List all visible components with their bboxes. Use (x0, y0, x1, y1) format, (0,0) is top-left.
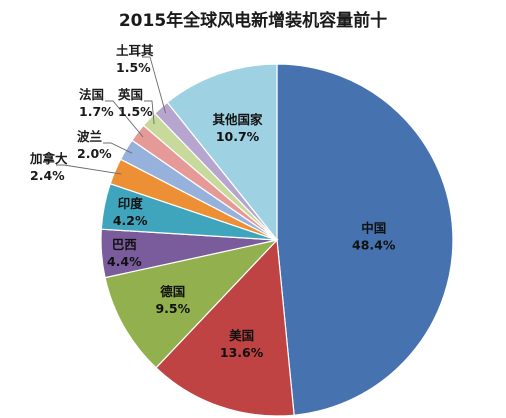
pie-slices (100, 63, 454, 417)
slice-label: 中国 48.4% (352, 220, 396, 252)
slice-label: 其他国家 10.7% (212, 112, 263, 144)
slice-label: 法国 1.7% (79, 87, 114, 119)
leader-line (105, 100, 144, 138)
leader-line (144, 100, 155, 125)
pie-slice (276, 63, 454, 416)
slice-label: 加拿大 2.4% (29, 151, 68, 183)
slice-labels: 中国 48.4% 美国 13.6% 德国 9.5% 巴西 4.4% 印度 4.2% 加拿大 2.4% 波… (29, 43, 396, 360)
slice-label: 巴西 4.4% (107, 237, 142, 269)
slice-label: 德国 9.5% (155, 284, 190, 316)
pie-slice (166, 63, 278, 242)
leader-line (142, 56, 167, 114)
chart-title: 2015年全球风电新增装机容量前十 (118, 11, 388, 31)
leader-line (56, 164, 122, 175)
slice-label: 波兰 2.0% (77, 129, 112, 161)
leader-line (103, 142, 133, 154)
slice-label: 英国 1.5% (118, 87, 153, 119)
slice-label: 美国 13.6% (220, 328, 264, 360)
slice-label: 印度 4.2% (113, 196, 148, 228)
leader-lines (56, 56, 167, 175)
pie-slice (155, 238, 295, 417)
pie-slice (104, 238, 279, 369)
slice-label: 土耳其 1.5% (116, 43, 154, 75)
